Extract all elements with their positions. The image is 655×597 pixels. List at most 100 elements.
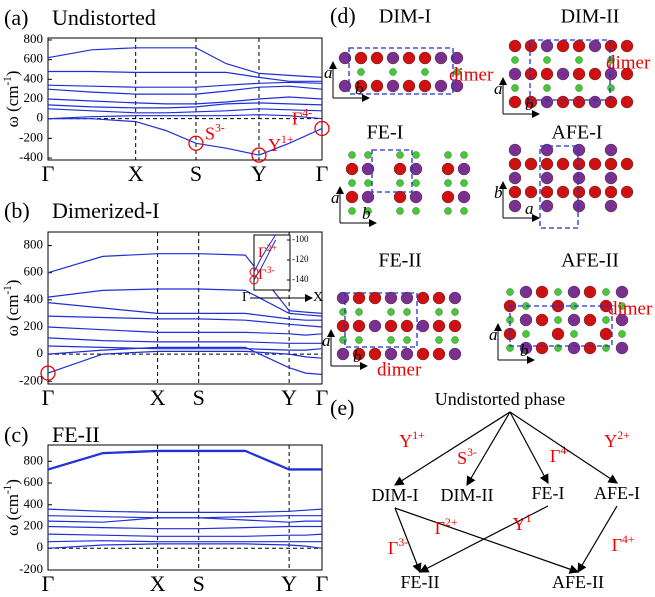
annotation-label: Γ4- <box>292 107 312 129</box>
edge-label-base: Y <box>604 431 617 451</box>
atom <box>352 319 366 333</box>
band-line <box>47 525 322 530</box>
atom <box>444 179 452 187</box>
atom <box>519 313 533 327</box>
atom <box>575 84 583 92</box>
annotation-label: S3- <box>205 121 225 143</box>
y-tick-label: -200 <box>19 372 43 387</box>
diagram-edge <box>509 411 618 484</box>
band-line <box>47 302 322 321</box>
panel-label: (c) <box>4 422 28 447</box>
atom <box>506 288 514 296</box>
atom <box>412 207 420 215</box>
unit-cell <box>348 47 454 95</box>
axis-name: a <box>525 199 534 218</box>
annotation-label-base: Y <box>268 135 281 155</box>
diagram-node: FE-I <box>532 483 565 503</box>
atom <box>418 51 432 65</box>
y-axis-label-end: ) <box>3 280 22 286</box>
atom <box>348 151 356 159</box>
atom <box>508 67 522 81</box>
atom <box>384 291 398 305</box>
atom <box>355 308 363 316</box>
atom <box>441 162 455 176</box>
atom <box>588 95 602 109</box>
y-tick-label: 200 <box>24 90 44 105</box>
y-tick-label: 0 <box>37 539 44 554</box>
x-tick-label: S <box>193 385 205 410</box>
y-tick-label: -200 <box>19 129 43 144</box>
atom <box>551 327 565 341</box>
atom <box>354 51 368 65</box>
atom <box>435 336 443 344</box>
atom <box>540 39 554 53</box>
y-tick-label: 400 <box>24 291 44 306</box>
atom <box>572 199 586 213</box>
y-tick-label: 200 <box>24 518 44 533</box>
atom <box>412 179 420 187</box>
band-line <box>48 70 322 82</box>
dimer-note: dimer <box>377 359 422 380</box>
atom <box>554 316 562 324</box>
inset-tick-label: -140 <box>292 274 309 284</box>
atom <box>508 157 522 171</box>
atom <box>412 151 420 159</box>
atom <box>357 68 365 76</box>
atom <box>338 51 352 65</box>
structure-title: AFE-I <box>551 122 602 144</box>
annotation-label-sup: 4- <box>302 107 312 120</box>
atom <box>567 285 581 299</box>
atom <box>524 157 538 171</box>
atom <box>460 151 468 159</box>
band-line <box>47 108 323 114</box>
atom <box>583 285 597 299</box>
band-line <box>47 315 323 328</box>
diagram-edge <box>466 411 511 487</box>
edge-label-sup: 4- <box>560 444 570 457</box>
edge-label-sup: 1 <box>526 512 532 525</box>
atom <box>434 79 448 93</box>
y-tick-label: 0 <box>37 345 44 360</box>
atom <box>345 162 359 176</box>
diagram-edge <box>394 507 580 574</box>
diagram-node: AFE-I <box>594 483 640 503</box>
atom <box>524 95 538 109</box>
atom <box>543 84 551 92</box>
inset-annotation-label-base: Γ <box>258 245 267 261</box>
atom <box>444 151 452 159</box>
axis-name: b <box>355 79 364 98</box>
atom <box>432 319 446 333</box>
atom <box>387 336 395 344</box>
band-line <box>47 543 323 549</box>
atom <box>556 157 570 171</box>
band-line <box>47 533 323 537</box>
y-axis-label-sup: -1 <box>2 285 14 294</box>
atom <box>572 67 586 81</box>
y-axis-label-end: ) <box>3 479 22 485</box>
diagram-node: DIM-I <box>372 485 419 505</box>
atom <box>607 84 615 92</box>
diagram-edge <box>577 505 618 574</box>
axis-name: b <box>520 341 529 360</box>
chart-title: FE-II <box>52 422 100 447</box>
diagram-node: Undistorted phase <box>435 389 565 409</box>
inset-annotation-label: Γ2+ <box>258 243 278 262</box>
atom <box>524 39 538 53</box>
y-tick-label: -200 <box>19 561 43 576</box>
axis-name: a <box>324 63 333 82</box>
edge-label-sup: 2+ <box>617 429 630 442</box>
annotation-label-sup: 3- <box>215 121 225 134</box>
band-line <box>47 350 323 374</box>
x-tick-label: X <box>150 385 166 410</box>
atom <box>352 347 366 361</box>
axis-name: a <box>494 79 503 98</box>
atom <box>393 162 407 176</box>
edge-label-base: Y <box>513 514 526 534</box>
y-tick-label: -400 <box>19 149 43 164</box>
band-line <box>47 450 322 471</box>
atom <box>409 162 423 176</box>
y-axis-label-end: ) <box>3 71 22 77</box>
atom <box>396 179 404 187</box>
edge-label: Y1+ <box>399 429 425 451</box>
